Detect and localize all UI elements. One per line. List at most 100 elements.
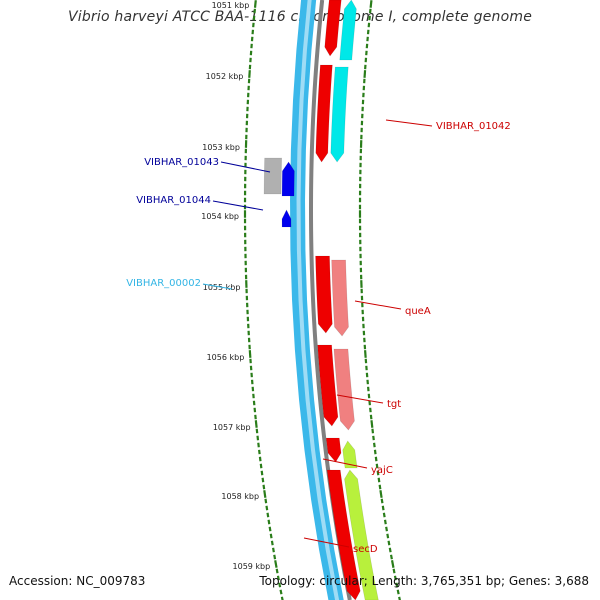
gene-feature-vibhar-01043-grey[interactable] — [263, 157, 282, 195]
tick-mark-right — [388, 547, 392, 553]
tick-mark-right — [370, 420, 374, 428]
tick-mark-right — [369, 0, 373, 8]
tick-mark-right — [378, 484, 382, 490]
tick-mark-right — [379, 490, 383, 498]
tick-mark-right — [381, 505, 385, 511]
gene-label-quea[interactable]: queA — [405, 306, 431, 317]
tick-mark-left — [262, 484, 266, 490]
gene-label-vibhar-01043[interactable]: VIBHAR_01043 — [144, 157, 219, 168]
gene-label-secd[interactable]: secD — [353, 544, 378, 555]
tick-mark-right — [398, 596, 401, 600]
gene-label-tgt[interactable]: tgt — [387, 399, 401, 410]
tick-mark-right — [382, 512, 386, 518]
tick-mark-left — [260, 470, 264, 476]
tick-mark-left — [257, 442, 260, 448]
tick-mark-left — [254, 420, 258, 428]
tick-mark-left — [276, 575, 280, 581]
gene-label-leader — [385, 119, 433, 127]
tick-mark-right — [395, 582, 399, 588]
tick-mark-right — [371, 428, 375, 434]
gene-feature-vibhar-01042-a[interactable] — [315, 64, 333, 163]
kbp-tick-label: 1059 kbp — [233, 562, 271, 571]
tick-mark-right — [363, 70, 367, 78]
tick-mark-right — [375, 463, 379, 469]
tick-mark-left — [261, 477, 265, 483]
tick-mark-right — [396, 589, 400, 595]
tick-mark-left — [272, 547, 275, 553]
tick-mark-left — [248, 350, 252, 358]
tick-mark-left — [265, 505, 269, 511]
accession-text: Accession: NC_009783 — [9, 574, 146, 588]
kbp-tick-label: 1057 kbp — [213, 423, 251, 432]
kbp-tick-label: 1051 kbp — [212, 1, 250, 10]
tick-mark-right — [390, 560, 395, 568]
gene-label-leader — [322, 458, 368, 469]
tick-mark-left — [275, 568, 279, 574]
tick-mark-left — [258, 449, 261, 455]
tick-mark-left — [267, 519, 271, 525]
gene-label-vibhar-00002[interactable]: VIBHAR_00002 — [126, 278, 201, 289]
tick-mark-right — [387, 540, 391, 546]
tick-mark-left — [278, 582, 282, 588]
tick-mark-left — [259, 463, 263, 469]
tick-mark-left — [258, 456, 262, 462]
gene-feature-tgt-a[interactable] — [317, 344, 339, 427]
gene-feature-yajc-b[interactable] — [342, 440, 358, 469]
backbone-inner-stripe — [296, 0, 340, 600]
gene-feature-quea-b[interactable] — [331, 259, 349, 337]
tick-mark-right — [373, 449, 377, 455]
tick-mark-left — [280, 596, 284, 600]
tick-mark-right — [372, 442, 376, 448]
tick-mark-left — [266, 512, 270, 518]
tick-mark-right — [376, 470, 380, 476]
gene-feature-secd-b[interactable] — [344, 469, 379, 600]
tick-mark-right — [383, 519, 387, 525]
tick-mark-left — [256, 435, 260, 441]
gene-feature-yajc-a[interactable] — [325, 437, 342, 463]
backbone-outer-band — [290, 0, 344, 600]
kbp-tick-label: 1052 kbp — [206, 72, 244, 81]
tick-mark-left — [268, 526, 272, 532]
gene-feature-secd-a[interactable] — [326, 469, 361, 600]
gene-label-leader — [220, 161, 271, 173]
tick-mark-right — [393, 575, 397, 581]
gene-label-vibhar-01044[interactable]: VIBHAR_01044 — [136, 195, 211, 206]
topology-text: Topology: circular; Length: 3,765,351 bp… — [259, 574, 589, 588]
gene-feature-vibhar-01044[interactable] — [281, 209, 292, 228]
gene-label-leader — [202, 283, 233, 290]
tick-mark-left — [269, 533, 273, 539]
tick-mark-left — [274, 560, 278, 568]
tick-mark-right — [380, 498, 384, 504]
kbp-tick-label: 1056 kbp — [207, 353, 245, 362]
gene-feature-quea-a[interactable] — [315, 255, 333, 334]
tick-mark-right — [386, 533, 390, 539]
gene-feature-red-top[interactable] — [324, 0, 342, 57]
tick-mark-left — [273, 554, 277, 560]
gene-label-vibhar-01042[interactable]: VIBHAR_01042 — [436, 121, 511, 132]
gene-label-leader — [303, 537, 350, 548]
tick-mark-left — [253, 0, 257, 8]
gene-feature-cyan-top[interactable] — [339, 0, 357, 61]
gene-label-leader — [354, 300, 402, 310]
tick-mark-left — [263, 490, 267, 498]
gene-label-yajc[interactable]: yajC — [371, 465, 393, 476]
gene-feature-vibhar-01042-b[interactable] — [330, 66, 349, 163]
kbp-tick-label: 1053 kbp — [202, 143, 240, 152]
tick-mark-right — [372, 435, 375, 441]
gene-feature-tgt-b[interactable] — [333, 348, 355, 431]
tick-mark-right — [392, 568, 396, 574]
tick-mark-right — [364, 350, 367, 358]
gene-label-leader — [212, 200, 264, 211]
kbp-tick-label: 1054 kbp — [201, 212, 239, 221]
tick-mark-left — [270, 540, 274, 546]
tick-mark-left — [248, 70, 251, 78]
gene-feature-vibhar-01043[interactable] — [281, 161, 295, 197]
tick-mark-right — [377, 477, 381, 483]
tick-mark-left — [279, 589, 283, 595]
kbp-tick-label: 1058 kbp — [221, 492, 259, 501]
gene-label-leader — [336, 394, 384, 404]
tick-mark-left — [264, 498, 268, 504]
tick-mark-right — [389, 554, 393, 560]
tick-mark-right — [385, 526, 388, 532]
